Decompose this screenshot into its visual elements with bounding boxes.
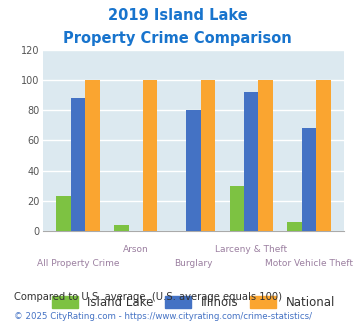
Bar (287, 222, 302, 231)
Legend: Island Lake, Illinois, National: Island Lake, Illinois, National (47, 291, 340, 314)
Text: Burglary: Burglary (174, 259, 213, 268)
Text: Property Crime Comparison: Property Crime Comparison (63, 31, 292, 46)
Bar (143, 80, 157, 231)
Bar (302, 128, 316, 231)
Bar (201, 80, 215, 231)
Text: Motor Vehicle Theft: Motor Vehicle Theft (265, 259, 353, 268)
Bar (85, 80, 100, 231)
Bar (114, 225, 129, 231)
Bar (230, 186, 244, 231)
Text: Compared to U.S. average. (U.S. average equals 100): Compared to U.S. average. (U.S. average … (14, 292, 282, 302)
Text: Arson: Arson (123, 245, 149, 254)
Text: © 2025 CityRating.com - https://www.cityrating.com/crime-statistics/: © 2025 CityRating.com - https://www.city… (14, 312, 312, 321)
Bar (316, 80, 331, 231)
Bar (258, 80, 273, 231)
Text: All Property Crime: All Property Crime (37, 259, 119, 268)
Bar (244, 92, 258, 231)
Text: 2019 Island Lake: 2019 Island Lake (108, 8, 247, 23)
Bar (56, 196, 71, 231)
Bar (186, 110, 201, 231)
Bar (71, 98, 85, 231)
Text: Larceny & Theft: Larceny & Theft (215, 245, 287, 254)
